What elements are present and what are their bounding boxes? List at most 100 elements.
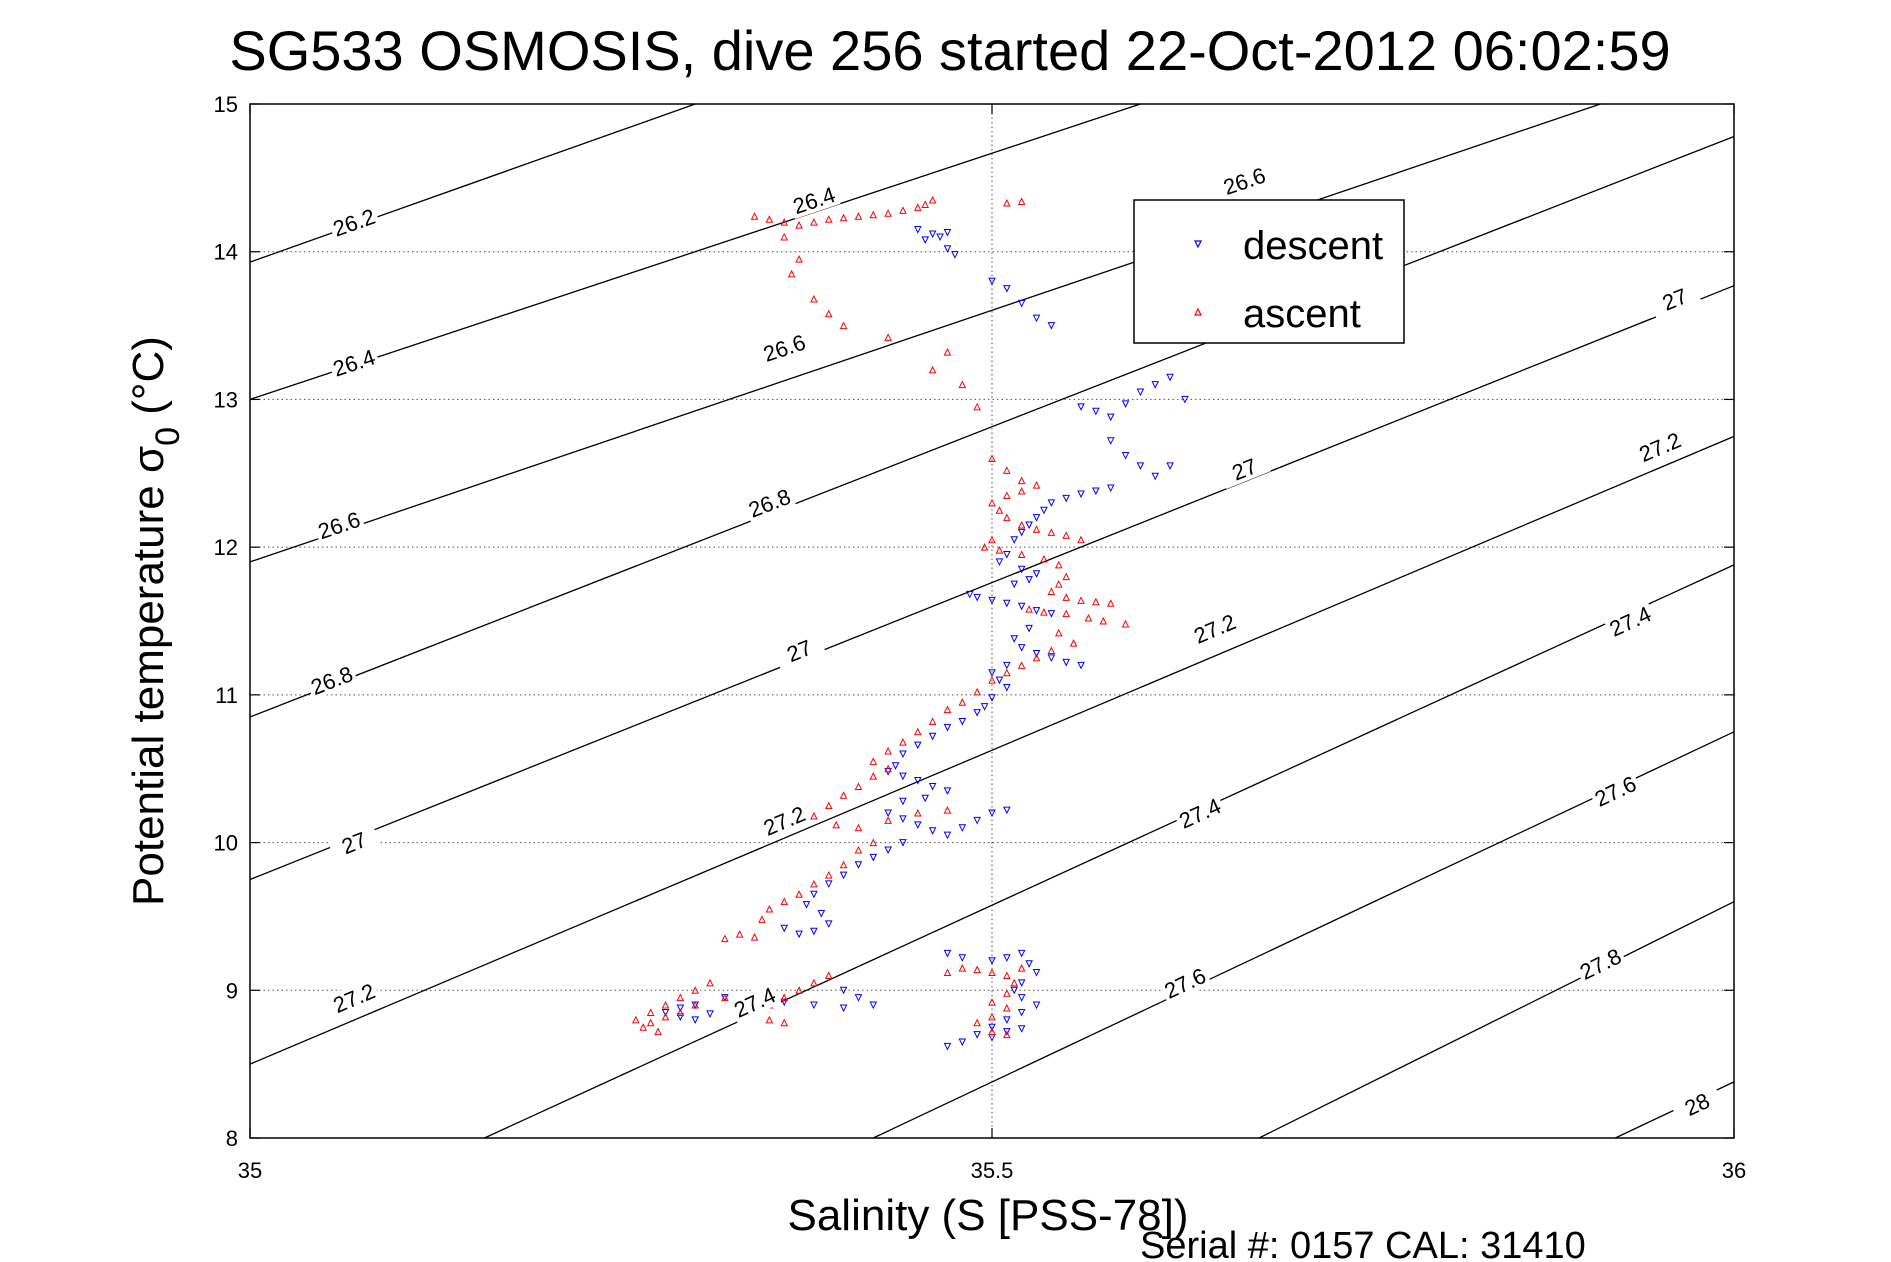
- data-point-ascent: [1017, 486, 1026, 495]
- data-point-descent: [810, 890, 818, 899]
- data-point-descent: [913, 777, 922, 785]
- data-point-descent: [973, 709, 981, 717]
- data-point-ascent: [1017, 197, 1026, 205]
- data-point-ascent: [824, 971, 833, 980]
- y-axis-label-space: [124, 415, 173, 427]
- data-point-descent: [928, 782, 937, 791]
- data-point-ascent: [1047, 587, 1056, 595]
- data-point-descent: [1166, 373, 1174, 382]
- data-point-ascent: [943, 348, 952, 356]
- legend: descent ascent: [1133, 199, 1405, 344]
- data-point-descent: [958, 954, 967, 962]
- data-point-descent: [1025, 576, 1033, 584]
- data-point-ascent: [943, 968, 952, 977]
- data-point-descent: [691, 1016, 700, 1024]
- data-point-descent: [1032, 314, 1041, 323]
- data-point-descent: [1032, 570, 1041, 578]
- density-contour-label-bg: [1633, 426, 1687, 468]
- data-point-ascent: [1025, 605, 1033, 613]
- legend-ascent-label: ascent: [1243, 292, 1361, 336]
- y-axis-label-main: Potential temperature σ: [124, 446, 173, 906]
- data-point-descent: [1032, 969, 1041, 977]
- data-point-descent: [1025, 521, 1033, 530]
- data-point-ascent: [646, 1018, 655, 1027]
- data-point-ascent: [884, 209, 892, 217]
- data-point-ascent: [1017, 520, 1026, 529]
- data-point-ascent: [824, 215, 833, 223]
- data-point-descent: [943, 1042, 952, 1051]
- data-point-descent: [1032, 607, 1041, 615]
- data-point-descent: [1003, 551, 1011, 559]
- data-point-descent: [988, 1023, 996, 1032]
- data-point-ascent: [973, 402, 981, 411]
- data-point-descent: [1017, 602, 1026, 611]
- data-point-ascent: [795, 254, 803, 263]
- data-point-descent: [1047, 654, 1056, 663]
- data-point-descent: [1106, 484, 1115, 493]
- density-contour-line: [249, 103, 1601, 563]
- data-point-ascent: [780, 897, 789, 906]
- data-point-ascent: [839, 860, 848, 869]
- density-contour-line: [249, 103, 1141, 401]
- legend-marker-glyph: [1194, 307, 1202, 316]
- data-point-descent: [802, 901, 811, 909]
- data-point-ascent: [884, 764, 892, 773]
- data-point-ascent: [943, 705, 952, 714]
- data-point-descent: [995, 676, 1004, 685]
- data-point-descent: [921, 794, 930, 803]
- data-point-ascent: [1003, 198, 1011, 207]
- density-contour-line: [249, 135, 1735, 718]
- data-point-descent: [1062, 658, 1071, 667]
- data-series: [632, 195, 1189, 1051]
- data-point-descent: [1003, 806, 1011, 815]
- svg-text:Potential temperature σ0 (°C): Potential temperature σ0 (°C): [124, 336, 187, 906]
- data-point-descent: [973, 816, 981, 825]
- data-point-ascent: [1054, 560, 1063, 569]
- data-point-descent: [958, 824, 967, 832]
- data-point-ascent: [1106, 599, 1115, 607]
- data-point-ascent: [1054, 628, 1063, 637]
- data-point-ascent: [1017, 550, 1026, 559]
- data-point-ascent: [1017, 661, 1026, 669]
- data-point-ascent: [1003, 491, 1011, 499]
- data-point-ascent: [1003, 466, 1011, 474]
- data-point-ascent: [758, 915, 766, 923]
- data-point-descent: [676, 1013, 685, 1021]
- y-axis-label: Potential temperature σ0 (°C): [124, 336, 187, 906]
- data-point-ascent: [995, 506, 1004, 514]
- data-point-ascent: [1032, 525, 1041, 533]
- data-point-ascent: [913, 808, 922, 817]
- data-point-descent: [1136, 462, 1145, 471]
- density-contour-label: 27.8: [1573, 942, 1628, 986]
- data-point-ascent: [639, 1023, 648, 1031]
- data-point-descent: [1077, 490, 1085, 499]
- data-point-ascent: [973, 687, 981, 696]
- density-contour-label-bg: [1670, 1082, 1724, 1126]
- data-point-descent: [1062, 494, 1071, 503]
- data-point-descent: [1136, 388, 1145, 397]
- data-point-ascent: [854, 845, 863, 854]
- data-point-ascent: [1077, 596, 1085, 604]
- data-point-descent: [1017, 565, 1026, 574]
- density-contour-label-bg: [787, 181, 841, 219]
- data-point-descent: [1003, 599, 1011, 608]
- data-point-ascent: [676, 993, 685, 1002]
- data-point-ascent: [988, 675, 996, 684]
- legend-box: [1133, 199, 1405, 344]
- legend-descent-label: descent: [1243, 224, 1383, 268]
- data-point-descent: [1106, 413, 1115, 422]
- y-tick-label: 11: [215, 683, 238, 708]
- y-tick-label: 10: [214, 831, 238, 856]
- grid-lines: [250, 104, 1734, 1138]
- data-point-ascent: [869, 771, 878, 780]
- density-contour-label-bg: [1158, 961, 1212, 1005]
- data-point-ascent: [988, 997, 996, 1006]
- data-point-ascent: [765, 904, 774, 913]
- y-axis-label-unit: (°C): [124, 336, 173, 415]
- data-point-descent: [995, 558, 1004, 567]
- data-point-ascent: [706, 978, 714, 987]
- data-point-ascent: [1099, 616, 1108, 625]
- data-point-ascent: [1062, 572, 1071, 581]
- data-point-ascent: [839, 321, 848, 330]
